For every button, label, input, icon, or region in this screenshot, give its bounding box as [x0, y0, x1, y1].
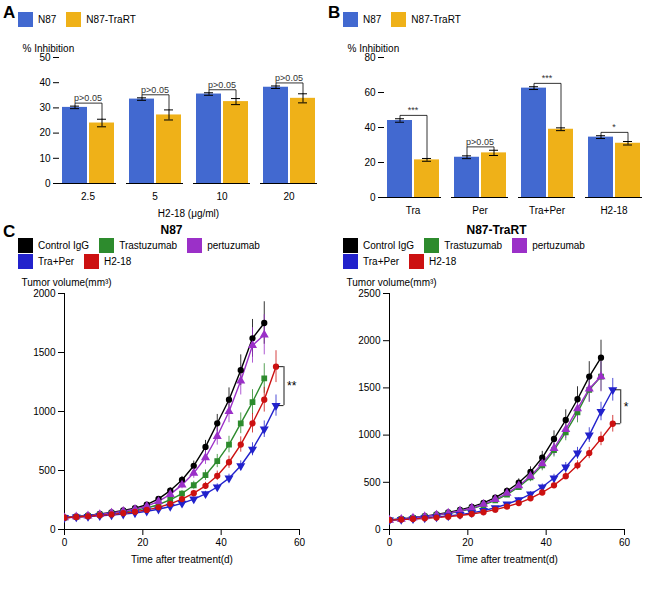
svg-text:p>0.05: p>0.05 — [208, 80, 236, 90]
svg-text:50: 50 — [39, 51, 51, 63]
svg-text:30: 30 — [39, 102, 51, 113]
svg-text:40: 40 — [39, 77, 51, 88]
svg-text:5: 5 — [152, 191, 158, 202]
svg-text:*: * — [624, 400, 629, 414]
svg-text:Time after treatment(d): Time after treatment(d) — [456, 554, 558, 565]
svg-text:80: 80 — [364, 51, 376, 63]
html-text:Control IgG: Control IgG — [363, 239, 415, 251]
html-text:N87: N87 — [38, 14, 57, 25]
svg-text:60: 60 — [619, 537, 631, 548]
svg-text:1000: 1000 — [33, 406, 56, 417]
svg-text:Tumor volume(mm³): Tumor volume(mm³) — [22, 277, 112, 288]
svg-text:Per: Per — [472, 205, 488, 216]
svg-text:1500: 1500 — [358, 382, 381, 393]
svg-text:0: 0 — [62, 537, 68, 548]
html-text:Control IgG: Control IgG — [38, 239, 90, 251]
svg-text:Time after treatment(d): Time after treatment(d) — [131, 554, 233, 565]
svg-text:20: 20 — [39, 127, 51, 138]
html-text:Trastuzumab: Trastuzumab — [119, 239, 178, 251]
html-text:N87-TraRT: N87-TraRT — [86, 14, 136, 25]
html-text:Tra+Per: Tra+Per — [363, 256, 399, 268]
svg-text:p>0.05: p>0.05 — [141, 85, 169, 95]
html-text:N87-TraRT: N87-TraRT — [411, 14, 461, 25]
svg-text:2000: 2000 — [33, 288, 56, 299]
svg-text:60: 60 — [364, 87, 376, 98]
svg-text:p>0.05: p>0.05 — [466, 137, 494, 147]
svg-text:0: 0 — [375, 524, 381, 535]
svg-text:% Inhibition: % Inhibition — [23, 43, 75, 54]
svg-text:20: 20 — [137, 537, 149, 548]
svg-text:2500: 2500 — [358, 288, 381, 299]
svg-text:60: 60 — [294, 537, 306, 548]
svg-text:10: 10 — [39, 153, 51, 164]
svg-text:H2-18 (μg/ml): H2-18 (μg/ml) — [158, 208, 219, 219]
html-text:Tra+Per: Tra+Per — [38, 256, 74, 268]
svg-text:2.5: 2.5 — [81, 191, 95, 202]
svg-text:1500: 1500 — [33, 347, 56, 358]
svg-text:1000: 1000 — [358, 429, 381, 440]
html-text:H2-18: H2-18 — [104, 256, 132, 268]
svg-text:p>0.05: p>0.05 — [74, 93, 102, 103]
svg-text:H2-18: H2-18 — [600, 205, 628, 216]
svg-text:**: ** — [287, 379, 297, 393]
svg-text:20: 20 — [462, 537, 474, 548]
html-text:N87: N87 — [160, 223, 183, 237]
html-text:A: A — [3, 3, 16, 22]
html-text:B: B — [328, 3, 341, 22]
svg-text:10: 10 — [216, 191, 228, 202]
svg-text:***: *** — [542, 73, 553, 83]
svg-text:*: * — [612, 122, 616, 132]
svg-text:40: 40 — [364, 122, 376, 133]
svg-text:Tra: Tra — [406, 205, 421, 216]
svg-text:0: 0 — [45, 178, 51, 189]
html-text:N87: N87 — [363, 14, 382, 25]
svg-text:0: 0 — [370, 192, 376, 203]
svg-text:0: 0 — [50, 524, 56, 535]
svg-text:0: 0 — [387, 537, 393, 548]
svg-text:500: 500 — [364, 477, 381, 488]
svg-text:2000: 2000 — [358, 335, 381, 346]
svg-text:20: 20 — [283, 191, 295, 202]
svg-text:Tumor volume(mm³): Tumor volume(mm³) — [347, 277, 437, 288]
svg-text:40: 40 — [541, 537, 553, 548]
svg-text:% Inhibition: % Inhibition — [348, 43, 400, 54]
svg-text:40: 40 — [216, 537, 228, 548]
svg-text:500: 500 — [39, 465, 56, 476]
svg-text:p>0.05: p>0.05 — [275, 73, 303, 83]
html-text:pertuzumab: pertuzumab — [532, 239, 585, 251]
svg-text:20: 20 — [364, 157, 376, 168]
html-text:C: C — [3, 222, 16, 241]
svg-text:Tra+Per: Tra+Per — [529, 205, 566, 216]
svg-text:***: *** — [408, 105, 419, 115]
html-text:H2-18: H2-18 — [429, 256, 457, 268]
html-text:pertuzumab: pertuzumab — [207, 239, 260, 251]
html-text:Trastuzumab: Trastuzumab — [444, 239, 503, 251]
html-text:N87-TraRT: N87-TraRT — [466, 223, 527, 237]
